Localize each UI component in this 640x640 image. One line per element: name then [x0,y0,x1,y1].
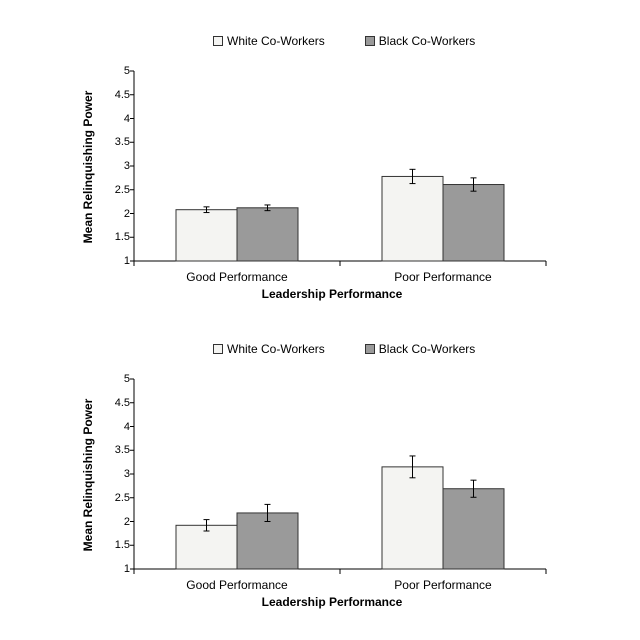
y-tick-label: 3 [123,468,130,480]
y-tick-label: 5 [123,373,130,385]
y-tick-label: 3 [123,160,130,172]
y-tick-label: 4.5 [114,396,130,409]
y-tick-label: 5 [123,65,130,77]
legend-item-black: Black Co-Workers [364,34,476,48]
y-tick-label: 2 [123,515,130,528]
legend-swatch-white [213,36,223,46]
y-tick-label: 1 [123,563,130,575]
y-tick-label: 4 [123,420,130,433]
y-tick-label: 3.5 [114,136,130,149]
category-label-good: Good Performance [186,578,288,592]
y-tick-label: 2.5 [114,183,130,196]
legend: White Co-Workers Black Co-Workers [213,342,515,356]
legend-item-white: White Co-Workers [213,342,325,356]
legend-swatch-white [213,344,223,354]
legend-label-black: Black Co-Workers [378,342,476,356]
bar-white-poor [381,466,444,570]
category-label-poor: Poor Performance [394,270,492,284]
y-tick-label: 4 [123,112,130,125]
bar-white-good [175,524,238,570]
legend-swatch-black [364,344,375,354]
chart-plot [130,378,547,574]
category-label-poor: Poor Performance [394,578,492,592]
y-tick-label: 2.5 [114,491,130,504]
bar-black-good [236,512,299,570]
x-axis-label: Leadership Performance [261,287,403,301]
y-tick-label: 1 [123,255,130,267]
bar-black-poor [442,488,505,570]
y-tick-label: 3.5 [114,444,130,457]
y-tick-label: 2 [123,207,130,220]
chart-plot [130,70,547,266]
y-tick-label: 4.5 [114,88,130,101]
legend-item-black: Black Co-Workers [364,342,476,356]
chart-panel-top: White Co-Workers Black Co-Workers Mean R… [0,0,640,308]
legend-swatch-black [364,36,375,46]
legend-label-white: White Co-Workers [227,342,325,356]
legend-label-black: Black Co-Workers [378,34,476,48]
y-tick-label: 1.5 [114,539,130,552]
bar-white-poor [381,175,444,262]
bar-black-good [236,207,299,262]
legend-item-white: White Co-Workers [213,34,325,48]
legend: White Co-Workers Black Co-Workers [213,34,515,48]
y-tick-label: 1.5 [114,231,130,244]
x-axis-label: Leadership Performance [261,595,403,609]
bar-white-good [175,209,238,262]
legend-label-white: White Co-Workers [227,34,325,48]
category-label-good: Good Performance [186,270,288,284]
bar-black-poor [442,184,505,262]
chart-panel-bottom: White Co-Workers Black Co-Workers Mean R… [0,308,640,616]
